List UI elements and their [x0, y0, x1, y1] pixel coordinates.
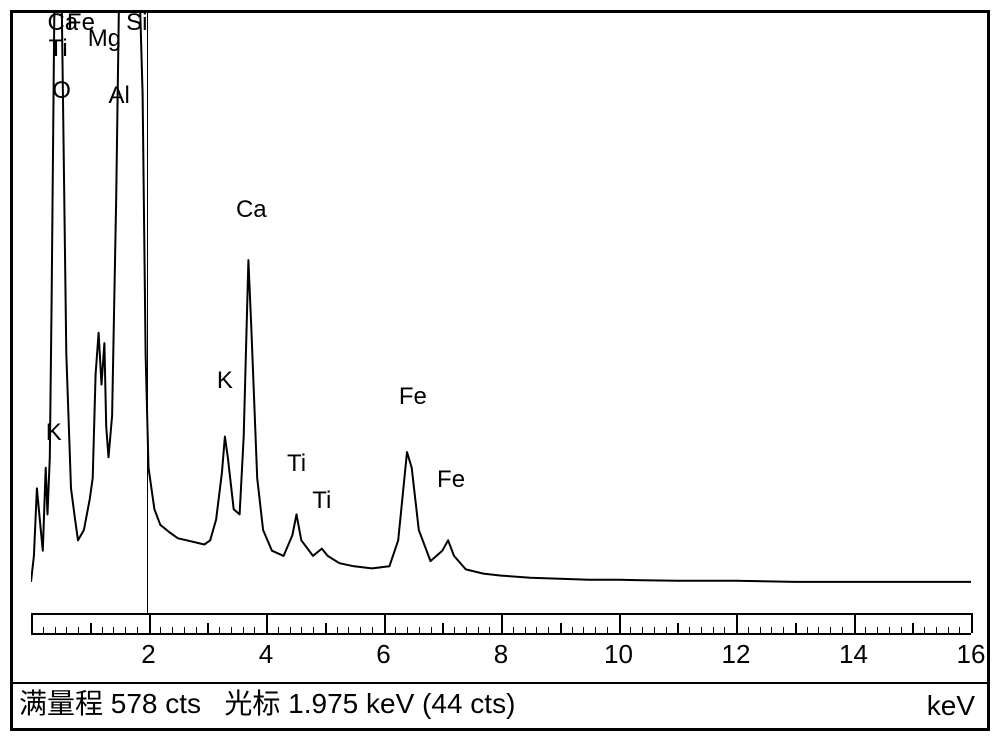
- spectrum-plot: [31, 13, 971, 613]
- cursor-value: 光标 1.975 keV (44 cts): [224, 688, 515, 719]
- tick-major: [736, 613, 738, 633]
- peak-label-fe: Fe: [437, 466, 465, 494]
- tick-minor: [90, 623, 92, 633]
- tick-major: [854, 613, 856, 633]
- x-tick-label: 14: [839, 639, 868, 670]
- tick-major: [384, 613, 386, 633]
- peak-label-k: K: [46, 419, 62, 447]
- spectrum-svg: [31, 13, 971, 613]
- tick-major: [149, 613, 151, 633]
- tick-major: [619, 613, 621, 633]
- peak-label-ti: Ti: [312, 487, 331, 515]
- tick-minor: [677, 623, 679, 633]
- x-axis-ruler: [31, 613, 971, 633]
- tick-minor: [795, 623, 797, 633]
- peak-label-ti: Ti: [49, 35, 68, 63]
- chart-frame: 246810121416 CaTiKOFeMgAlSiKCaTiTiFeFe 满…: [10, 10, 990, 731]
- x-unit-label: keV: [927, 690, 975, 722]
- tick-minor: [442, 623, 444, 633]
- peak-label-o: O: [52, 77, 71, 105]
- x-tick-label: 2: [141, 639, 155, 670]
- tick-major: [31, 613, 33, 633]
- x-tick-label: 6: [376, 639, 390, 670]
- x-axis: 246810121416: [31, 633, 971, 673]
- tick-major: [266, 613, 268, 633]
- status-bar: 满量程 578 cts 光标 1.975 keV (44 cts) keV: [13, 682, 987, 728]
- x-axis-line: [31, 633, 971, 635]
- peak-label-ti: Ti: [287, 450, 306, 478]
- peak-label-k: K: [217, 367, 233, 395]
- tick-major: [971, 613, 973, 633]
- x-tick-label: 16: [957, 639, 986, 670]
- tick-minor: [912, 623, 914, 633]
- x-tick-label: 12: [722, 639, 751, 670]
- status-text: 满量程 578 cts 光标 1.975 keV (44 cts): [19, 682, 515, 722]
- tick-minor: [560, 623, 562, 633]
- peak-label-al: Al: [108, 82, 129, 110]
- full-scale-value: 满量程 578 cts: [19, 688, 201, 719]
- x-tick-label: 4: [259, 639, 273, 670]
- tick-major: [501, 613, 503, 633]
- tick-minor: [325, 623, 327, 633]
- x-tick-label: 10: [604, 639, 633, 670]
- peak-label-ca: Ca: [236, 196, 267, 224]
- x-tick-label: 8: [494, 639, 508, 670]
- peak-label-fe: Fe: [399, 383, 427, 411]
- spectrum-trace: [31, 13, 971, 582]
- tick-minor: [207, 623, 209, 633]
- cursor-line: [147, 13, 148, 613]
- peak-label-si: Si: [126, 9, 147, 37]
- peak-label-mg: Mg: [88, 25, 121, 53]
